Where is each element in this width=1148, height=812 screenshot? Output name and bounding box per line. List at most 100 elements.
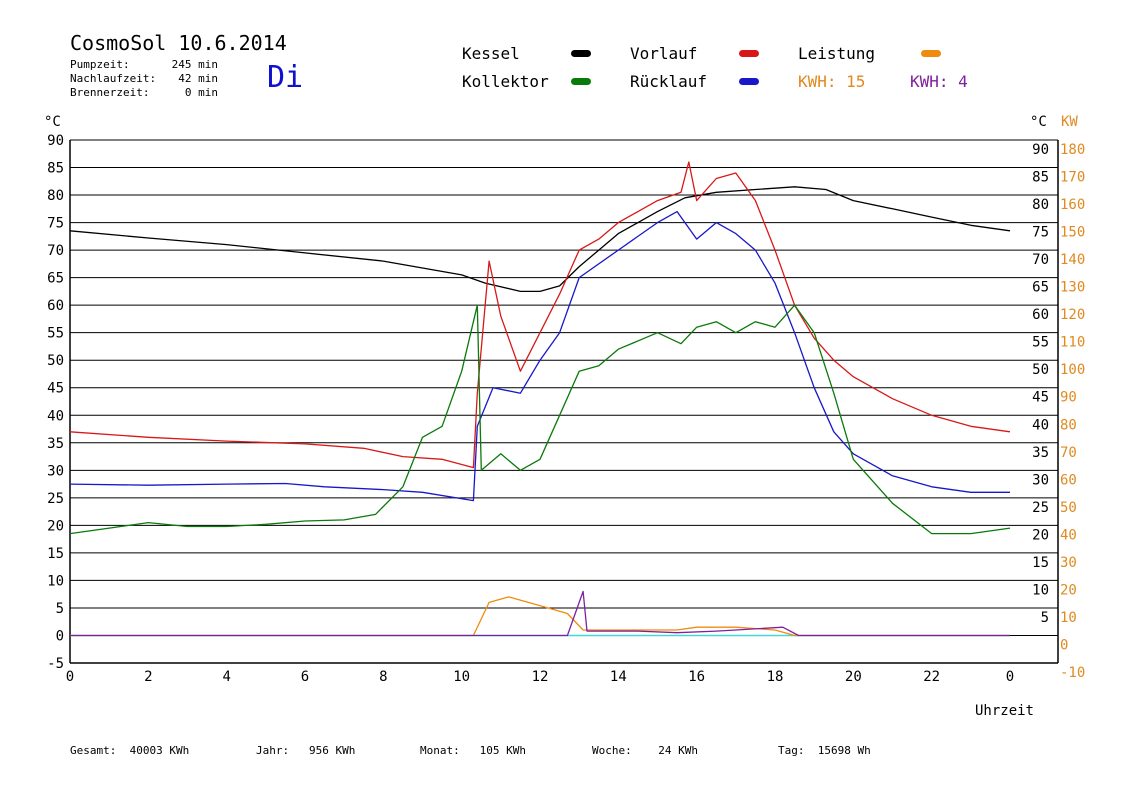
y-tick-label-right-kw: 70 bbox=[1060, 445, 1077, 461]
legend-ruecklauf-label: Rücklauf bbox=[630, 72, 708, 91]
series-line-kollektor bbox=[69, 304, 1011, 535]
footer-woche: Woche: 24 KWh bbox=[592, 744, 698, 757]
x-tick-label: 8 bbox=[379, 669, 387, 685]
y-tick-label-left: 20 bbox=[47, 518, 64, 534]
y-tick-label-left: 10 bbox=[47, 573, 64, 589]
x-tick-label: 20 bbox=[845, 669, 862, 685]
y-tick-label-right-kw: 100 bbox=[1060, 362, 1085, 378]
y-tick-label-right-kw: 10 bbox=[1060, 610, 1077, 626]
y-tick-label-right-c: 10 bbox=[1032, 582, 1049, 598]
series-line-vorlauf bbox=[69, 161, 1011, 469]
legend-kessel-label: Kessel bbox=[462, 44, 520, 63]
y-tick-label-left: 65 bbox=[47, 271, 64, 287]
y-tick-label-left: 25 bbox=[47, 491, 64, 507]
y-tick-label-right-c: 50 bbox=[1032, 362, 1049, 378]
y-tick-label-left: 85 bbox=[47, 161, 64, 177]
y-tick-label-left: 45 bbox=[47, 381, 64, 397]
x-axis-label: Uhrzeit bbox=[975, 703, 1034, 719]
y-axis-unit-left: °C bbox=[44, 114, 61, 130]
y-tick-label-right-kw: 0 bbox=[1060, 637, 1068, 653]
y-tick-label-right-kw: 110 bbox=[1060, 335, 1085, 351]
y-tick-label-right-kw: 30 bbox=[1060, 555, 1077, 571]
x-tick-label: 0 bbox=[66, 669, 74, 685]
x-tick-label: 16 bbox=[688, 669, 705, 685]
legend-kwh-a: KWH: 15 bbox=[798, 72, 866, 91]
x-tick-label: 0 bbox=[1006, 669, 1014, 685]
y-tick-label-left: 35 bbox=[47, 436, 64, 452]
y-tick-label-left: 75 bbox=[47, 216, 64, 232]
series-line-kessel bbox=[69, 186, 1011, 293]
y-tick-label-left: 90 bbox=[47, 133, 64, 149]
y-tick-label-right-kw: 60 bbox=[1060, 472, 1077, 488]
footer-jahr: Jahr: 956 KWh bbox=[256, 744, 356, 757]
legend-vorlauf-label: Vorlauf bbox=[630, 44, 698, 63]
y-tick-label-left: 0 bbox=[56, 628, 64, 644]
legend-leistung-label: Leistung bbox=[798, 44, 876, 63]
y-tick-label-right-kw: 180 bbox=[1060, 142, 1085, 158]
y-tick-label-left: 30 bbox=[47, 463, 64, 479]
y-tick-label-right-kw: 90 bbox=[1060, 390, 1077, 406]
legend-ruecklauf-swatch bbox=[739, 78, 759, 85]
x-tick-label: 10 bbox=[453, 669, 470, 685]
brenner-label: Brennerzeit: bbox=[70, 86, 150, 99]
y-tick-label-right-c: 5 bbox=[1041, 610, 1049, 626]
y-tick-label-right-kw: 160 bbox=[1060, 197, 1085, 213]
y-tick-label-right-c: 65 bbox=[1032, 280, 1049, 296]
y-tick-label-right-c: 85 bbox=[1032, 170, 1049, 186]
nachlauf-label: Nachlaufzeit: bbox=[70, 72, 157, 85]
y-tick-label-right-kw: 130 bbox=[1060, 280, 1085, 296]
y-tick-label-left: 40 bbox=[47, 408, 64, 424]
y-tick-label-right-c: 45 bbox=[1032, 390, 1049, 406]
y-tick-label-left: 50 bbox=[47, 353, 64, 369]
y-axis-unit-right-c: °C bbox=[1030, 114, 1047, 130]
y-tick-label-right-kw: 170 bbox=[1060, 170, 1085, 186]
y-tick-label-right-c: 80 bbox=[1032, 197, 1049, 213]
series-line-kwh-4 bbox=[70, 590, 1010, 637]
chart-title: CosmoSol 10.6.2014 bbox=[70, 31, 287, 55]
pump-label: Pumpzeit: bbox=[70, 58, 130, 71]
y-tick-label-right-kw: 20 bbox=[1060, 582, 1077, 598]
legend-kwh-b: KWH: 4 bbox=[910, 72, 968, 91]
y-tick-label-left: 5 bbox=[56, 601, 64, 617]
y-axis-unit-right-kw: KW bbox=[1061, 114, 1078, 130]
y-tick-label-right-c: 90 bbox=[1032, 142, 1049, 158]
x-tick-label: 12 bbox=[532, 669, 549, 685]
footer-tag: Tag: 15698 Wh bbox=[778, 744, 871, 757]
y-tick-label-right-c: 20 bbox=[1032, 527, 1049, 543]
y-tick-label-right-kw: 80 bbox=[1060, 417, 1077, 433]
series-line-leistung bbox=[70, 596, 1010, 637]
nachlauf-value: 42 min bbox=[178, 72, 218, 85]
y-tick-label-right-c: 40 bbox=[1032, 417, 1049, 433]
y-tick-label-left: 15 bbox=[47, 546, 64, 562]
y-tick-label-left: -5 bbox=[47, 656, 64, 672]
footer-monat: Monat: 105 KWh bbox=[420, 744, 526, 757]
y-tick-label-right-kw: 140 bbox=[1060, 252, 1085, 268]
y-tick-label-right-kw: 40 bbox=[1060, 527, 1077, 543]
legend-kollektor-label: Kollektor bbox=[462, 72, 549, 91]
y-tick-label-right-kw: 150 bbox=[1060, 225, 1085, 241]
legend-kessel-swatch bbox=[571, 50, 591, 57]
brenner-value: 0 min bbox=[184, 86, 218, 99]
y-tick-label-right-c: 25 bbox=[1032, 500, 1049, 516]
legend-kollektor-swatch bbox=[571, 78, 591, 85]
y-tick-label-right-c: 70 bbox=[1032, 252, 1049, 268]
x-tick-label: 18 bbox=[767, 669, 784, 685]
x-tick-label: 4 bbox=[222, 669, 230, 685]
y-tick-label-left: 70 bbox=[47, 243, 64, 259]
y-tick-label-left: 55 bbox=[47, 326, 64, 342]
y-tick-label-right-c: 35 bbox=[1032, 445, 1049, 461]
y-tick-label-left: 60 bbox=[47, 298, 64, 314]
y-tick-label-right-c: 75 bbox=[1032, 225, 1049, 241]
series-line-r-cklauf bbox=[69, 210, 1010, 502]
legend-leistung-swatch bbox=[921, 50, 941, 57]
footer-gesamt: Gesamt: 40003 KWh bbox=[70, 744, 190, 757]
y-tick-label-right-kw: 120 bbox=[1060, 307, 1085, 323]
x-tick-label: 2 bbox=[144, 669, 152, 685]
weekday-label: Di bbox=[267, 60, 304, 95]
y-tick-label-right-kw: -10 bbox=[1060, 665, 1085, 681]
legend-vorlauf-swatch bbox=[739, 50, 759, 57]
y-tick-label-right-c: 55 bbox=[1032, 335, 1049, 351]
pump-value: 245 min bbox=[171, 58, 218, 71]
y-tick-label-right-c: 30 bbox=[1032, 472, 1049, 488]
